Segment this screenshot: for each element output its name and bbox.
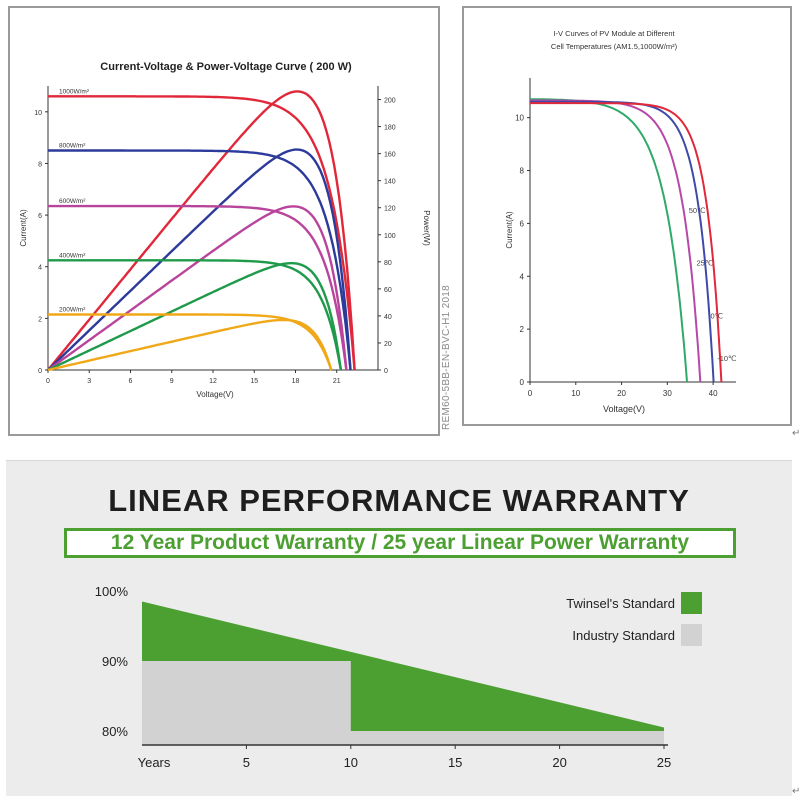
temp-series-0 bbox=[530, 100, 715, 383]
warranty-panel: LINEAR PERFORMANCE WARRANTY 12 Year Prod… bbox=[6, 460, 792, 796]
chart-a-x-tick-label: 3 bbox=[87, 378, 91, 385]
legend-swatch-twinsel bbox=[681, 592, 702, 614]
chart-a-title: Current-Voltage & Power-Voltage Curve ( … bbox=[100, 61, 352, 73]
chart-a-y2-tick-label: 0 bbox=[384, 368, 388, 375]
chart-a-x-tick-label: 12 bbox=[209, 378, 217, 385]
chart-b-x-tick-label: 20 bbox=[617, 389, 626, 398]
temp-series-10 bbox=[530, 102, 723, 383]
corner-mark-bottom: ↵ bbox=[792, 786, 800, 797]
chart-c-y-tick-label: 80% bbox=[102, 724, 128, 739]
chart-a-y2-tick-label: 200 bbox=[384, 98, 396, 105]
iv-pv-curve-panel: Current-Voltage & Power-Voltage Curve ( … bbox=[8, 6, 440, 436]
legend-swatch-industry bbox=[681, 624, 702, 646]
warranty-title: LINEAR PERFORMANCE WARRANTY bbox=[108, 483, 690, 518]
chart-a-x-tick-label: 15 bbox=[250, 378, 258, 385]
chart-a-y2-tick-label: 80 bbox=[384, 260, 392, 267]
chart-b-y-tick-label: 6 bbox=[520, 219, 525, 228]
chart-b-y-tick-label: 8 bbox=[520, 167, 525, 176]
warranty-subtitle: 12 Year Product Warranty / 25 year Linea… bbox=[64, 528, 736, 558]
pv-series-600w-m bbox=[47, 205, 348, 371]
chart-a-y2-tick-label: 180 bbox=[384, 125, 396, 132]
chart-c-x-tick-label: 10 bbox=[344, 755, 358, 770]
chart-b-title: I-V Curves of PV Module at Different bbox=[553, 29, 675, 38]
industry-standard-area bbox=[142, 661, 664, 745]
chart-b-y-tick-label: 0 bbox=[520, 378, 525, 387]
iv-temperature-panel: I-V Curves of PV Module at Different Cell… bbox=[462, 6, 792, 426]
chart-a-y2-tick-label: 100 bbox=[384, 233, 396, 240]
chart-a-y-tick-label: 2 bbox=[38, 316, 42, 323]
chart-c-x-tick-label: 5 bbox=[243, 755, 250, 770]
chart-b-x-tick-label: 30 bbox=[663, 389, 672, 398]
chart-c-x-tick-label: 25 bbox=[657, 755, 671, 770]
chart-c-x-tick-label: 15 bbox=[448, 755, 462, 770]
chart-a-y2-tick-label: 140 bbox=[384, 179, 396, 186]
chart-a-y-tick-label: 6 bbox=[38, 213, 42, 220]
pv-series-800w-m bbox=[47, 148, 352, 371]
temp-series-50 bbox=[529, 98, 688, 383]
corner-mark: ↵ bbox=[792, 428, 800, 439]
serial-label: REM60-5BB-EN-BVC-H1 2018 bbox=[441, 285, 463, 452]
chart-a-y2-tick-label: 160 bbox=[384, 152, 396, 159]
iv-series-400w-m bbox=[48, 259, 343, 371]
chart-a-x-label: Voltage(V) bbox=[196, 390, 234, 399]
chart-b-y-tick-label: 2 bbox=[520, 325, 525, 334]
iv-series-1000w-m bbox=[48, 95, 356, 371]
serial-text: REM60-5BB-EN-BVC-H1 2018 bbox=[441, 284, 452, 430]
chart-b-y-label: Current(A) bbox=[505, 211, 514, 249]
chart-a-y2-tick-label: 40 bbox=[384, 314, 392, 321]
series-label-400w-m: 400W/m² bbox=[59, 252, 86, 259]
chart-b-x-label: Voltage(V) bbox=[603, 404, 645, 414]
chart-a-x-tick-label: 6 bbox=[129, 378, 133, 385]
temp-series-label-10: -10℃ bbox=[717, 354, 737, 363]
chart-a-y-tick-label: 0 bbox=[38, 368, 42, 375]
pv-series-400w-m bbox=[47, 262, 343, 372]
chart-c-x-label: Years bbox=[138, 755, 171, 770]
iv-series-200w-m bbox=[48, 313, 333, 371]
chart-a-x-tick-label: 0 bbox=[46, 378, 50, 385]
series-label-1000w-m: 1000W/m² bbox=[59, 88, 90, 95]
chart-c-y-tick-label: 90% bbox=[102, 654, 128, 669]
chart-a-x-tick-label: 21 bbox=[333, 378, 341, 385]
chart-a-y-label: Current(A) bbox=[19, 209, 28, 247]
chart-a-y2-tick-label: 60 bbox=[384, 287, 392, 294]
temp-series-25 bbox=[530, 99, 702, 383]
chart-a-x-tick-label: 18 bbox=[292, 378, 300, 385]
chart-a-y2-label: Power(W) bbox=[422, 210, 431, 246]
chart-c-x-tick-label: 20 bbox=[552, 755, 566, 770]
iv-pv-curve-chart: Current-Voltage & Power-Voltage Curve ( … bbox=[19, 61, 431, 399]
pv-series-1000w-m bbox=[47, 90, 356, 371]
chart-a-y2-tick-label: 20 bbox=[384, 341, 392, 348]
chart-b-y-tick-label: 4 bbox=[520, 272, 525, 281]
series-label-600w-m: 600W/m² bbox=[59, 198, 86, 205]
temp-series-label-50: 50℃ bbox=[689, 206, 706, 215]
chart-b-x-tick-label: 10 bbox=[571, 389, 580, 398]
chart-b-title-line2: Cell Temperatures (AM1.5,1000W/m²) bbox=[551, 42, 678, 51]
iv-series-800w-m bbox=[48, 149, 352, 371]
chart-b-x-tick-label: 0 bbox=[528, 389, 533, 398]
chart-a-y-tick-label: 4 bbox=[38, 265, 42, 272]
chart-a-y-tick-label: 10 bbox=[34, 110, 42, 117]
chart-a-x-tick-label: 9 bbox=[170, 378, 174, 385]
chart-a-y2-tick-label: 120 bbox=[384, 206, 396, 213]
chart-c-y-tick-label: 100% bbox=[95, 584, 129, 599]
pv-series-200w-m bbox=[47, 318, 333, 372]
chart-b-y-tick-label: 10 bbox=[515, 114, 524, 123]
warranty-chart: Years 5 10 15 20 25 100% 90% 80% Twinsel's Standa… bbox=[95, 584, 702, 770]
legend-label-twinsel: Twinsel's Standard bbox=[566, 596, 675, 611]
series-label-800w-m: 800W/m² bbox=[59, 143, 86, 150]
chart-a-y-tick-label: 8 bbox=[38, 161, 42, 168]
chart-b-x-tick-label: 40 bbox=[709, 389, 718, 398]
series-label-200w-m: 200W/m² bbox=[59, 306, 86, 313]
legend-label-industry: Industry Standard bbox=[572, 628, 675, 643]
iv-series-600w-m bbox=[48, 204, 348, 371]
iv-temperature-chart: I-V Curves of PV Module at Different Cell… bbox=[505, 29, 737, 414]
